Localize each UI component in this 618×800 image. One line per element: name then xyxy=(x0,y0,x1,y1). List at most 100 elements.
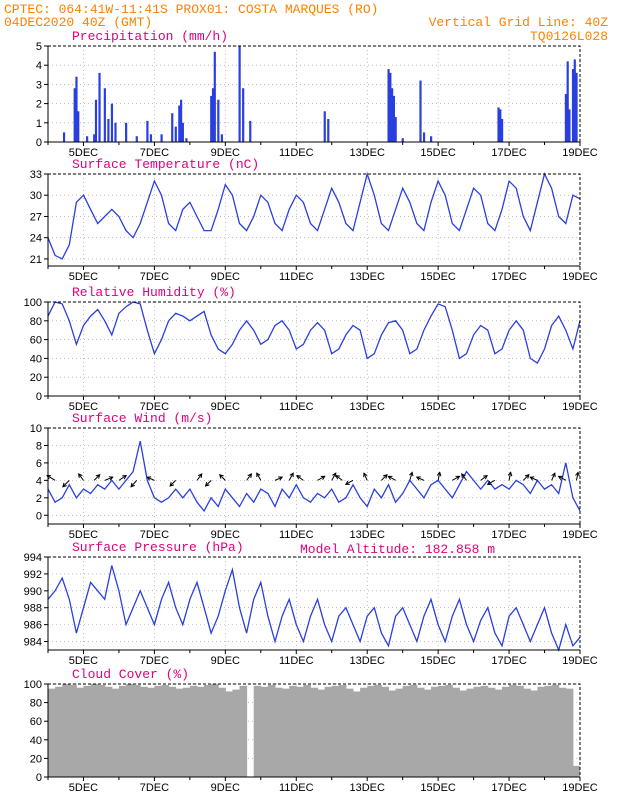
y-tick-label: 40 xyxy=(30,353,42,365)
wind-arrow xyxy=(452,475,460,481)
y-tick-label: 988 xyxy=(24,603,42,615)
cloud-bar xyxy=(466,688,475,777)
cloud-bar xyxy=(274,687,283,777)
precip-bar xyxy=(98,72,101,142)
precip-bar xyxy=(573,59,576,142)
precip-bar xyxy=(564,94,568,142)
wind-arrow xyxy=(205,480,212,487)
cloud-bar xyxy=(76,687,84,777)
x-tick-label: 17DEC xyxy=(491,147,527,159)
precip-bar xyxy=(497,107,500,142)
precip-bar xyxy=(75,76,78,142)
series-line xyxy=(47,440,581,513)
y-tick-label: 27 xyxy=(30,211,42,223)
cloud-bar xyxy=(537,686,546,777)
precip-bar xyxy=(394,117,397,142)
precip-bar xyxy=(238,46,241,142)
wind-arrow-head xyxy=(408,471,414,477)
cloud-bar xyxy=(388,690,397,777)
cloud-bar xyxy=(260,686,269,777)
precip-bar xyxy=(566,61,569,142)
cloud-bar xyxy=(140,686,148,777)
wind-arrow-head xyxy=(78,473,83,478)
precip-bar xyxy=(213,51,216,143)
cloud-bar xyxy=(409,684,418,777)
precip-bar xyxy=(391,88,394,142)
wind-arrow xyxy=(78,473,84,481)
cloud-bar xyxy=(360,687,368,777)
wind-arrow-head xyxy=(247,473,253,478)
cloud-bar xyxy=(353,691,361,777)
cloud-bar xyxy=(111,688,120,777)
wind-arrow xyxy=(93,474,101,481)
wind-arrow xyxy=(575,472,579,481)
wind-arrow xyxy=(274,476,283,481)
wind-arrow xyxy=(363,472,368,481)
panel-temp: Surface Temperature (nC) 21 24 27 30 33 5DEC 7D… xyxy=(30,157,598,283)
cloud-bar xyxy=(55,686,63,777)
precip-bar xyxy=(110,103,114,142)
x-tick-label: 9DEC xyxy=(211,782,240,794)
precip-bar xyxy=(499,109,502,142)
wind-arrow-head xyxy=(146,476,152,481)
x-tick-label: 19DEC xyxy=(562,655,598,667)
x-tick-label: 9DEC xyxy=(211,147,240,159)
header-station: CPTEC: 064:41W-11:41S PROX01: COSTA MARQ… xyxy=(4,2,378,17)
x-tick-label: 11DEC xyxy=(279,401,314,413)
x-tick-label: 15DEC xyxy=(420,529,456,541)
wind-arrow xyxy=(169,480,177,487)
y-tick-label: 8 xyxy=(36,440,42,452)
y-tick-label: 100 xyxy=(24,297,42,309)
panel-frame xyxy=(47,427,581,525)
precip-bar xyxy=(125,122,128,142)
panel-wind: Surface Wind (m/s) 0 2 4 6 8 10 5DEC 7DEC 9DEC 11D… xyxy=(30,411,598,541)
cloud-bar xyxy=(175,688,184,777)
wind-arrow-head xyxy=(557,475,563,481)
y-tick-label: 60 xyxy=(30,335,42,347)
x-tick-label: 13DEC xyxy=(349,401,385,413)
y-tick-label: 4 xyxy=(36,60,42,72)
cloud-bar xyxy=(196,686,205,777)
cloud-bar xyxy=(296,686,304,777)
wind-arrow xyxy=(416,476,425,481)
x-tick-label: 17DEC xyxy=(491,529,527,541)
header-model-code: TQ0126L028 xyxy=(530,29,608,44)
x-tick-label: 7DEC xyxy=(140,271,169,283)
x-tick-label: 5DEC xyxy=(69,529,98,541)
wind-arrow-head xyxy=(289,472,294,478)
wind-arrow-head xyxy=(278,476,284,481)
precip-bar xyxy=(86,136,89,142)
wind-arrow-head xyxy=(95,474,101,479)
cloud-bar xyxy=(282,688,290,777)
panel-frame xyxy=(47,173,581,267)
wind-arrow xyxy=(551,472,556,481)
x-tick-label: 11DEC xyxy=(279,655,314,667)
cloud-bar xyxy=(317,689,326,777)
precip-bar xyxy=(401,138,404,142)
cloud-bar xyxy=(218,687,226,777)
cloud-bar xyxy=(154,685,162,777)
x-tick-label: 17DEC xyxy=(491,782,527,794)
cloud-bar xyxy=(104,686,113,777)
precip-bar xyxy=(422,132,426,142)
wind-arrow xyxy=(130,480,138,488)
x-tick-label: 13DEC xyxy=(349,782,385,794)
y-tick-label: 20 xyxy=(30,753,42,765)
cloud-bar xyxy=(509,684,517,777)
cloud-bar xyxy=(232,689,241,777)
cloud-bar xyxy=(90,684,99,777)
cloud-bar xyxy=(267,684,276,777)
precip-bar xyxy=(62,132,66,142)
wind-arrow xyxy=(345,479,354,485)
precip-bar xyxy=(387,69,390,142)
wind-arrow xyxy=(317,475,325,481)
cloud-bar xyxy=(289,685,297,777)
precip-bar xyxy=(174,126,177,142)
cloud-bar xyxy=(480,685,489,777)
wind-arrow xyxy=(409,472,413,481)
cloud-bar xyxy=(161,684,170,777)
x-tick-label: 11DEC xyxy=(279,529,314,541)
x-tick-label: 17DEC xyxy=(491,271,527,283)
wind-arrow-head xyxy=(415,476,421,481)
wind-arrow-head xyxy=(383,474,388,479)
